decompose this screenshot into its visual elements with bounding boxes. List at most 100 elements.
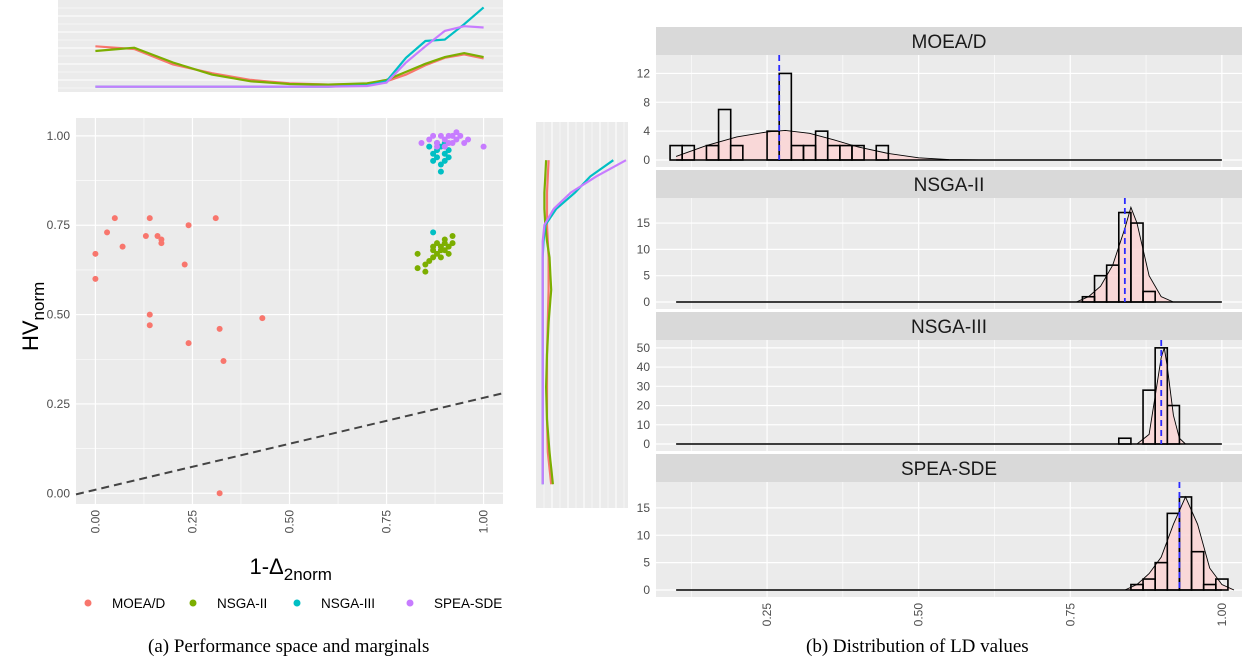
legend: MOEA/D NSGA-II NSGA-III SPEA-SDE [84, 596, 502, 611]
top-marginal-panel [58, 0, 503, 92]
x-tick-label: 0.75 [380, 510, 394, 534]
density-curve [543, 160, 554, 485]
histogram-bar [717, 108, 732, 161]
scatter-point [437, 168, 444, 175]
scatter-point [418, 140, 425, 147]
legend-label: SPEA-SDE [434, 596, 502, 611]
scatter-point [441, 143, 448, 150]
scatter-point [259, 315, 266, 322]
scatter-point [430, 229, 437, 236]
histogram-bar [729, 144, 744, 161]
scatter-point [216, 325, 223, 332]
y-axis-title: HVnorm [18, 282, 48, 351]
density-curve [541, 159, 627, 485]
scatter-point [445, 154, 452, 161]
facet-panel: NSGA-III 0 10 20 30 40 50 [637, 312, 1242, 451]
scatter-point [104, 229, 111, 236]
reference-line [75, 392, 504, 496]
x-tick-label: 1.00 [477, 510, 491, 534]
x-tick-label: 0.25 [760, 603, 774, 627]
caption-a: (a) Performance space and marginals [148, 636, 430, 657]
legend-key [84, 599, 92, 607]
facet-panel: NSGA-II 0 5 10 15 [637, 170, 1242, 309]
histogram-bar [851, 144, 865, 161]
x-tick-label: 1.00 [1215, 603, 1229, 627]
scatter-point [185, 222, 192, 229]
legend-label: MOEA/D [112, 596, 166, 611]
y-tick-label: 10 [637, 528, 651, 542]
y-tick-label: 0.75 [47, 218, 71, 232]
y-tick-label: 0 [643, 153, 650, 167]
x-tick-label: 0.75 [1063, 603, 1077, 627]
right-marginal [536, 122, 628, 508]
scatter-point [426, 143, 433, 150]
histogram-bar [1166, 404, 1181, 445]
scatter-point [445, 140, 452, 147]
scatter-point [441, 157, 448, 164]
density-curve [95, 46, 484, 86]
scatter-point [146, 311, 153, 318]
y-tick-label: 30 [637, 379, 651, 393]
x-tick-label: 0.00 [88, 510, 102, 534]
x-tick-label: 0.25 [185, 510, 199, 534]
scatter-point [154, 232, 161, 239]
scatter-point [445, 243, 452, 250]
x-tick-label: 0.50 [912, 603, 926, 627]
density-curve [1076, 205, 1174, 303]
density-area [1076, 207, 1174, 302]
scatter-point [216, 490, 223, 497]
scatter-point [441, 136, 448, 143]
scatter-point [119, 243, 126, 250]
scatter-point [434, 154, 441, 161]
y-tick-label: 5 [643, 556, 650, 570]
legend-label: NSGA-III [321, 596, 375, 611]
histogram-bar [1142, 290, 1156, 303]
scatter-point [449, 132, 456, 139]
y-tick-label: 8 [643, 95, 650, 109]
scatter-point [414, 250, 421, 257]
y-tick-label: 0 [643, 437, 650, 451]
scatter-point [414, 265, 421, 272]
scatter-point [430, 150, 437, 157]
scatter-point [441, 240, 448, 247]
x-tick-label: 0.50 [283, 510, 297, 534]
facet-strip [656, 170, 1242, 198]
scatter-point [441, 150, 448, 157]
scatter-point [445, 147, 452, 154]
scatter-point [445, 250, 452, 257]
scatter-point [437, 161, 444, 168]
facet-strip [656, 27, 1242, 55]
scatter-point [465, 136, 472, 143]
scatter-point [220, 358, 227, 365]
caption-b: (b) Distribution of LD values [806, 636, 1029, 657]
scatter-plot: 0.00 0.00 0.25 0.25 0.50 0.50 0.75 0.75 1.00 1.00… [18, 118, 504, 584]
scatter-point [449, 232, 456, 239]
y-tick-label: 0.50 [47, 308, 71, 322]
facet-plot-area [656, 340, 1242, 451]
histogram-bar [1215, 578, 1229, 591]
facet-title: NSGA-II [914, 175, 985, 196]
y-tick-label: 12 [637, 66, 651, 80]
scatter-point [92, 250, 99, 257]
legend-key [189, 599, 197, 607]
facet-panel: SPEA-SDE 0 5 10 15 [637, 454, 1242, 597]
y-tick-label: 0.25 [47, 397, 71, 411]
scatter-point [422, 261, 429, 268]
y-tick-label: 40 [637, 360, 651, 374]
y-tick-label: 50 [637, 341, 651, 355]
y-tick-label: 15 [637, 216, 651, 230]
scatter-point [437, 132, 444, 139]
y-tick-label: 1.00 [47, 129, 71, 143]
scatter-point [437, 254, 444, 261]
histogram-bar [1117, 437, 1132, 445]
scatter-point [480, 143, 487, 150]
y-tick-label: 0 [643, 583, 650, 597]
scatter-point [453, 129, 460, 136]
scatter-point [461, 140, 468, 147]
y-tick-label: 0 [643, 295, 650, 309]
histogram-bar [875, 144, 890, 161]
facet-title: NSGA-III [911, 317, 987, 338]
density-curve [1124, 495, 1235, 591]
scatter-point [158, 240, 165, 247]
scatter-point [181, 261, 188, 268]
